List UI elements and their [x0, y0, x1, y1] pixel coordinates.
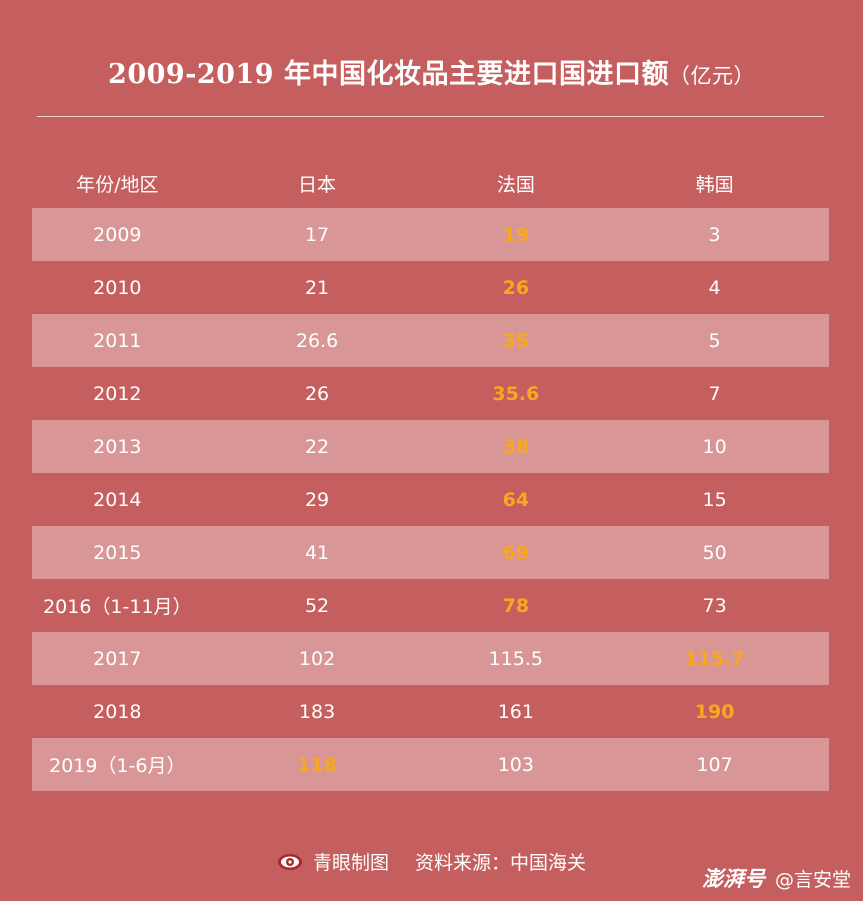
value-cell: 15	[702, 488, 727, 511]
value-cell: 19	[502, 223, 530, 246]
value-cell: 73	[702, 594, 727, 617]
import-table: 年份/地区 日本 法国 韩国 2009 17 19 3 2010 21 26 4 2011 26.…	[32, 158, 829, 791]
maker-label: 青眼制图	[312, 852, 389, 874]
value-cell: 190	[694, 700, 735, 723]
value-cell: 52	[304, 594, 330, 617]
column-header: 年份/地区	[76, 173, 159, 196]
value-cell: 35.6	[492, 382, 540, 405]
year-cell: 2011	[93, 329, 142, 352]
year-cell: 2009	[93, 223, 142, 246]
table-body: 2009 17 19 3 2010 21 26 4 2011 26.6 35 5 2012 26 35.6 7…	[32, 208, 829, 791]
value-cell: 115.7	[684, 647, 745, 670]
watermark: 澎湃号 @言安堂	[702, 863, 851, 893]
eye-icon	[277, 853, 302, 870]
value-cell: 3	[708, 223, 721, 246]
value-cell: 107	[696, 753, 733, 776]
title-divider	[37, 116, 824, 117]
year-cell: 2018	[93, 700, 142, 723]
value-cell: 38	[502, 435, 530, 458]
value-cell: 26	[502, 276, 530, 299]
value-cell: 10	[702, 435, 727, 458]
value-cell: 22	[304, 435, 330, 458]
table-row: 2018 183 161 190	[32, 685, 829, 738]
value-cell: 26.6	[295, 329, 339, 352]
table-row: 2013 22 38 10	[32, 420, 829, 473]
table-row: 2015 41 69 50	[32, 526, 829, 579]
watermark-brand: 澎湃号	[701, 867, 765, 891]
value-cell: 103	[497, 753, 534, 776]
table-row: 2010 21 26 4	[32, 261, 829, 314]
column-header: 韩国	[695, 173, 734, 196]
value-cell: 17	[304, 223, 330, 246]
value-cell: 50	[702, 541, 727, 564]
title-text: 2009-2019 年中国化妆品主要进口国进口额	[108, 59, 669, 90]
value-cell: 4	[708, 276, 721, 299]
year-cell: 2015	[93, 541, 142, 564]
value-cell: 21	[304, 276, 330, 299]
table-row: 2011 26.6 35 5	[32, 314, 829, 367]
watermark-account: @言安堂	[774, 868, 851, 891]
year-cell: 2016（1-11月）	[43, 596, 192, 618]
column-header: 法国	[496, 173, 535, 196]
value-cell: 69	[502, 541, 530, 564]
value-cell: 7	[708, 382, 721, 405]
footer: 青眼制图 资料来源：中国海关	[0, 848, 863, 875]
value-cell: 35	[502, 329, 530, 352]
table-header-row: 年份/地区 日本 法国 韩国	[32, 158, 829, 208]
chart-title: 2009-2019 年中国化妆品主要进口国进口额（亿元）	[0, 52, 863, 91]
year-cell: 2014	[93, 488, 142, 511]
source-label: 资料来源：中国海关	[415, 852, 587, 874]
value-cell: 118	[297, 753, 337, 776]
table-row: 2016（1-11月） 52 78 73	[32, 579, 829, 632]
value-cell: 26	[304, 382, 330, 405]
year-cell: 2012	[93, 382, 142, 405]
year-cell: 2010	[93, 276, 142, 299]
value-cell: 29	[304, 488, 330, 511]
value-cell: 78	[502, 594, 530, 617]
table-row: 2014 29 64 15	[32, 473, 829, 526]
year-cell: 2013	[93, 435, 142, 458]
value-cell: 115.5	[488, 647, 544, 670]
table-row: 2019（1-6月） 118 103 107	[32, 738, 829, 791]
year-cell: 2019（1-6月）	[49, 755, 186, 777]
table-row: 2009 17 19 3	[32, 208, 829, 261]
table-row: 2017 102 115.5 115.7	[32, 632, 829, 685]
title-unit: （亿元）	[668, 64, 755, 88]
value-cell: 64	[502, 488, 530, 511]
table-row: 2012 26 35.6 7	[32, 367, 829, 420]
column-header: 日本	[298, 173, 337, 196]
value-cell: 183	[298, 700, 336, 723]
year-cell: 2017	[93, 647, 142, 670]
value-cell: 161	[497, 700, 534, 723]
value-cell: 5	[708, 329, 721, 352]
value-cell: 102	[298, 647, 336, 670]
value-cell: 41	[304, 541, 330, 564]
